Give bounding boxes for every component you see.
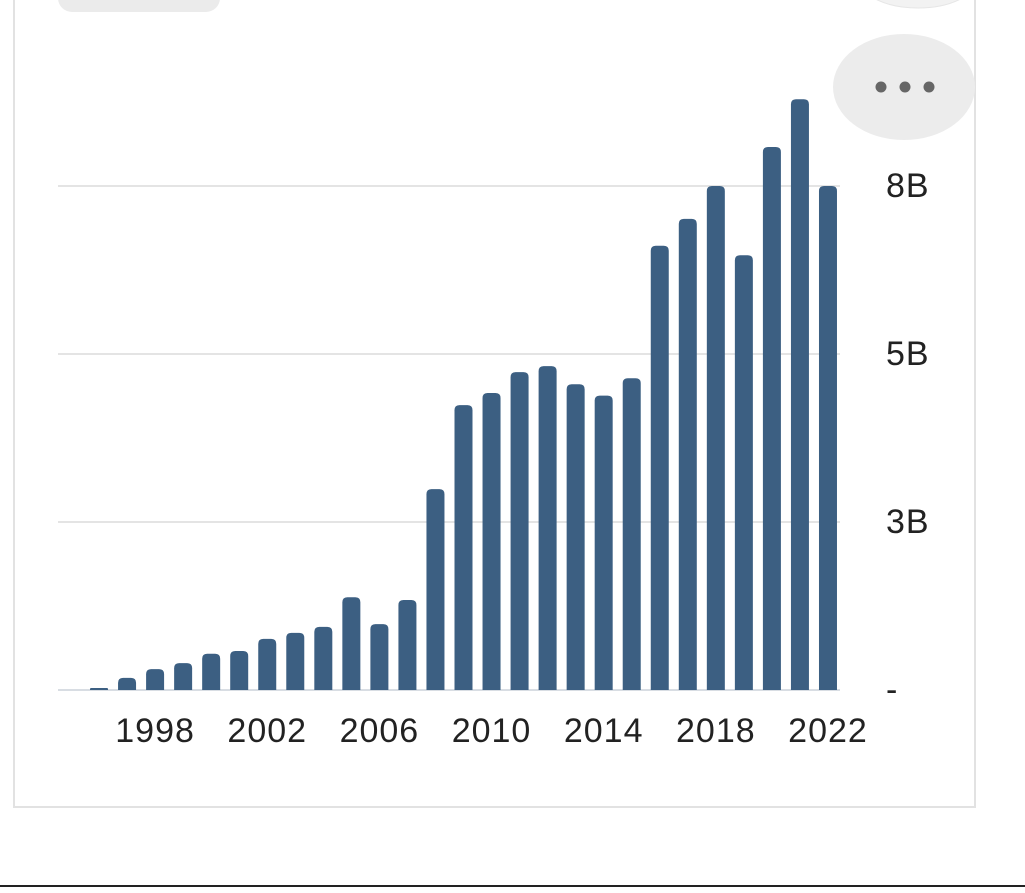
bar — [258, 638, 277, 690]
x-tick-label: 2018 — [676, 712, 756, 750]
x-tick-label: 2006 — [340, 712, 420, 750]
bar — [146, 669, 165, 690]
bar — [538, 366, 557, 690]
x-tick-label: 1998 — [115, 712, 195, 750]
bar — [398, 599, 417, 690]
bar — [734, 255, 753, 690]
dot — [875, 81, 887, 93]
pill-button[interactable] — [58, 0, 220, 12]
bar — [790, 99, 809, 690]
x-tick-label: 2022 — [788, 712, 868, 750]
x-tick-label: 2014 — [564, 712, 644, 750]
bar — [762, 147, 781, 691]
y-tick-label: 5B — [886, 335, 930, 373]
more-button[interactable] — [833, 34, 975, 140]
bar — [202, 653, 221, 690]
bar — [622, 378, 641, 690]
bar — [174, 663, 193, 690]
bar — [230, 651, 249, 690]
bar — [118, 677, 137, 690]
bar — [90, 687, 109, 690]
bar — [314, 626, 333, 690]
bar — [706, 186, 725, 690]
round-button[interactable] — [860, 0, 976, 9]
bar — [566, 384, 585, 690]
y-tick-label: - — [886, 671, 898, 709]
bar — [482, 392, 501, 690]
bar — [818, 186, 837, 690]
dot — [923, 81, 935, 93]
bar — [650, 245, 669, 691]
bar — [594, 395, 613, 690]
y-tick-label: 3B — [886, 503, 930, 541]
bar — [510, 372, 529, 690]
bar — [370, 624, 389, 690]
bar — [454, 405, 473, 690]
bar — [342, 597, 361, 690]
x-tick-label: 2010 — [452, 712, 532, 750]
bar — [678, 218, 697, 691]
x-tick-label: 2002 — [227, 712, 307, 750]
y-tick-label: 8B — [886, 167, 930, 205]
bar — [426, 489, 445, 690]
bar — [286, 632, 305, 690]
dot — [899, 81, 911, 93]
